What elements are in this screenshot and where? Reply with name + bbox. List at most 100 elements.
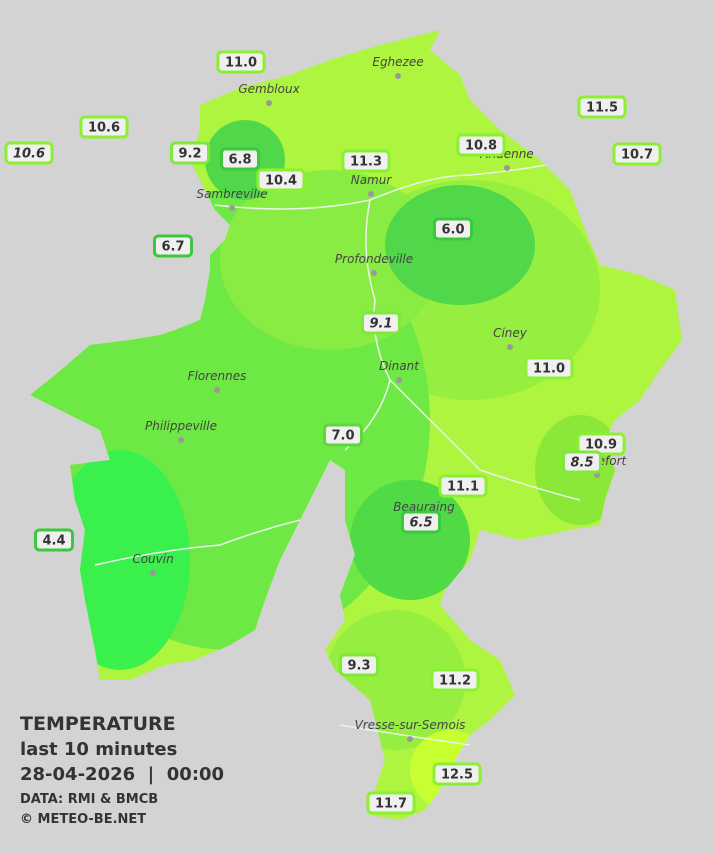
station-value: 10.8 <box>465 139 497 154</box>
station-box <box>432 762 482 786</box>
station: 11.5 <box>577 95 627 119</box>
station: 10.7 <box>612 142 662 166</box>
station-box <box>216 50 266 74</box>
station: 10.8 <box>456 133 506 157</box>
station-value: 9.2 <box>178 147 201 162</box>
city-dot <box>178 437 184 443</box>
city-dot <box>504 165 510 171</box>
station: 11.2 <box>430 668 480 692</box>
city-label: Sambreville <box>196 187 267 201</box>
station-box <box>338 653 380 677</box>
station: 11.0 <box>524 356 574 380</box>
station: 10.6 <box>4 141 54 165</box>
city-dot <box>214 387 220 393</box>
station-box <box>561 450 603 474</box>
station-value: 11.5 <box>586 101 618 116</box>
city-dot <box>407 736 413 742</box>
station-box <box>400 510 442 534</box>
station: 9.3 <box>338 653 380 677</box>
station-box <box>430 668 480 692</box>
copyright: © METEO-BE.NET <box>20 812 146 827</box>
city-label: Profondeville <box>335 252 413 266</box>
station: 11.3 <box>341 149 391 173</box>
city-dot <box>229 205 235 211</box>
station: 9.2 <box>169 141 211 165</box>
station-box <box>219 147 261 171</box>
city-dot <box>507 344 513 350</box>
station-value: 11.1 <box>447 480 479 495</box>
city-label: Vresse-sur-Semois <box>355 718 466 732</box>
station-box <box>256 168 306 192</box>
city-dot <box>396 377 402 383</box>
city-dot <box>266 100 272 106</box>
city-dot <box>395 73 401 79</box>
station: 11.7 <box>366 791 416 815</box>
city-label: Namur <box>351 173 393 187</box>
station-value: 6.7 <box>161 240 184 255</box>
station: 10.6 <box>79 115 129 139</box>
station-box <box>438 474 488 498</box>
city-dot <box>150 570 156 576</box>
city-label: Couvin <box>132 552 173 566</box>
station: 6.7 <box>152 234 194 258</box>
station: 6.5 <box>400 510 442 534</box>
station: 11.1 <box>438 474 488 498</box>
station-box <box>360 311 402 335</box>
city-dot <box>368 191 374 197</box>
station: 10.9 <box>576 432 626 456</box>
station-box <box>612 142 662 166</box>
source: DATA: RMI & BMCB <box>20 792 158 807</box>
station: 10.4 <box>256 168 306 192</box>
station: 4.4 <box>33 528 75 552</box>
station-value: 11.7 <box>375 797 407 812</box>
station: 7.0 <box>322 423 364 447</box>
station-value: 6.5 <box>409 516 432 531</box>
city-label: Philippeville <box>145 419 217 433</box>
station: 8.5 <box>561 450 603 474</box>
station-box <box>524 356 574 380</box>
station-value: 10.4 <box>265 174 297 189</box>
subtitle: last 10 minutes <box>20 739 177 760</box>
station: 6.8 <box>219 147 261 171</box>
station-value: 11.3 <box>350 155 382 170</box>
station-value: 9.3 <box>347 659 370 674</box>
city-dot <box>371 270 377 276</box>
station-value: 10.6 <box>88 121 120 136</box>
station-box <box>366 791 416 815</box>
timestamp: 28-04-2026 | 00:00 <box>20 764 224 785</box>
station-value: 7.0 <box>331 429 354 444</box>
station-value: 10.9 <box>585 438 617 453</box>
city-label: Gembloux <box>238 82 300 96</box>
station-value: 4.4 <box>42 534 65 549</box>
station-box <box>456 133 506 157</box>
station: 11.0 <box>216 50 266 74</box>
station-value: 10.6 <box>13 147 45 162</box>
city-label: Dinant <box>379 359 420 373</box>
station-box <box>432 217 474 241</box>
city-label: Florennes <box>188 369 247 383</box>
station-value: 9.1 <box>369 317 392 332</box>
city-label: Ciney <box>493 326 528 340</box>
station-value: 10.7 <box>621 148 653 163</box>
station-value: 11.0 <box>533 362 565 377</box>
station-box <box>33 528 75 552</box>
station-value: 12.5 <box>441 768 473 783</box>
station-box <box>79 115 129 139</box>
station-value: 6.8 <box>228 153 251 168</box>
station-box <box>341 149 391 173</box>
station: 9.1 <box>360 311 402 335</box>
station-value: 6.0 <box>441 223 464 238</box>
station-value: 11.0 <box>225 56 257 71</box>
station: 6.0 <box>432 217 474 241</box>
station-box <box>4 141 54 165</box>
station-value: 8.5 <box>570 456 593 471</box>
city-label: Eghezee <box>372 55 423 69</box>
station-box <box>152 234 194 258</box>
rivers <box>94 164 581 746</box>
station-box <box>169 141 211 165</box>
station-value: 11.2 <box>439 674 471 689</box>
station: 12.5 <box>432 762 482 786</box>
title: TEMPERATURE <box>20 713 176 735</box>
station-box <box>322 423 364 447</box>
